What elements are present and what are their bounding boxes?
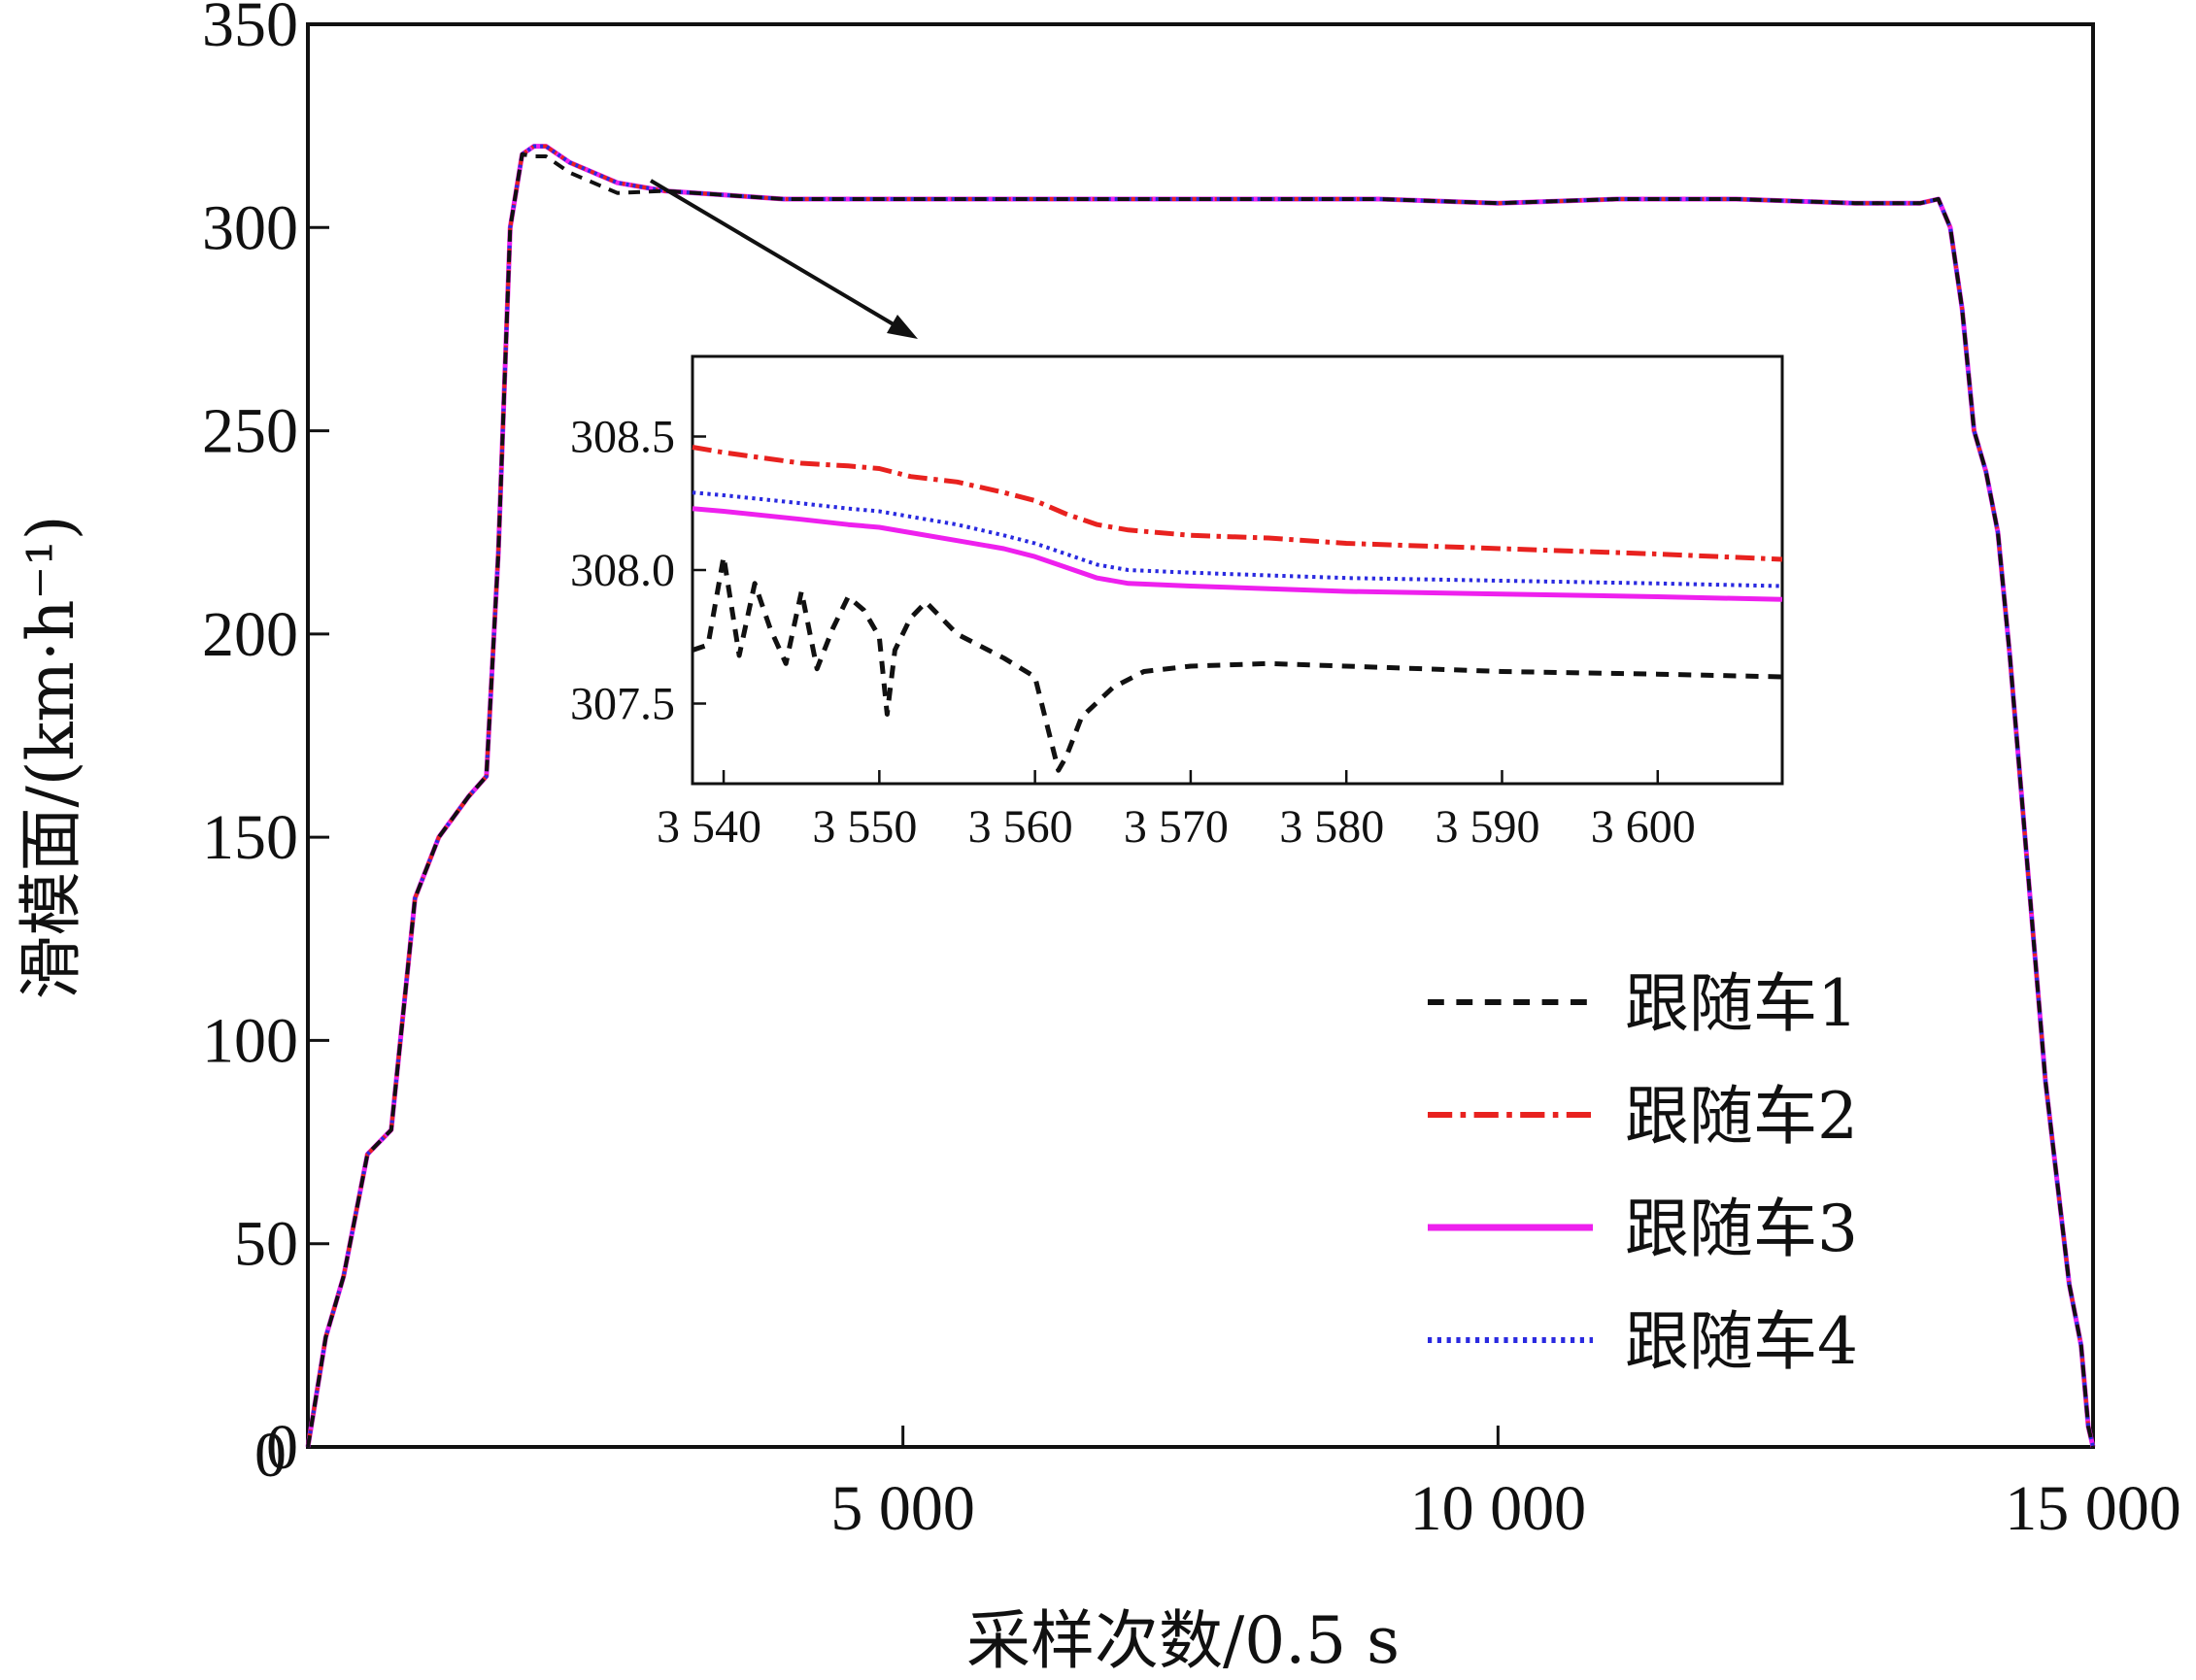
y-tick-label: 100 xyxy=(202,1005,298,1076)
inset-series-line xyxy=(692,445,1783,562)
x-tick-label: 10 000 xyxy=(1410,1473,1587,1544)
zoom-arrow-head xyxy=(887,315,918,339)
legend: 跟随车1 跟随车2 跟随车3 跟随车4 xyxy=(1428,966,1858,1379)
inset-x-tick-label: 3 560 xyxy=(968,801,1073,853)
inset-y-tick-label: 308.5 xyxy=(570,412,675,463)
main-lines xyxy=(305,144,2096,1448)
inset-y-tick-label: 308.0 xyxy=(570,545,675,596)
x-tick-label: 15 000 xyxy=(2005,1473,2181,1544)
zoom-arrow-line xyxy=(649,179,910,335)
legend-label: 跟随车2 xyxy=(1625,1079,1858,1154)
inset-series-line xyxy=(692,490,1783,588)
legend-label: 跟随车4 xyxy=(1625,1304,1858,1379)
inset-y-tick-label: 307.5 xyxy=(570,679,675,730)
x-tick-label: 0 xyxy=(254,1420,287,1491)
inset-x-tick-label: 3 590 xyxy=(1435,801,1539,853)
x-axis-title: 采样次数/0.5 s xyxy=(966,1603,1400,1678)
y-tick-label: 350 xyxy=(202,0,298,60)
inset-chart: 307.5 308.0 308.5 3 540 3 550 3 560 3 570 3 580… xyxy=(570,354,1784,854)
inset-x-tick-label: 3 600 xyxy=(1591,801,1696,853)
inset-lines xyxy=(692,445,1783,773)
y-axis-title: 滑模面/(km·h⁻¹) xyxy=(14,515,88,999)
inset-frame xyxy=(691,354,1784,786)
inset-ticks: 307.5 308.0 308.5 3 540 3 550 3 560 3 570 3 580… xyxy=(570,412,1696,854)
inset-x-tick-label: 3 580 xyxy=(1279,801,1384,853)
legend-label: 跟随车1 xyxy=(1625,966,1858,1041)
x-tick-label: 5 000 xyxy=(830,1473,975,1544)
y-tick-label: 200 xyxy=(202,599,298,670)
legend-label: 跟随车3 xyxy=(1625,1192,1858,1266)
y-tick-label: 150 xyxy=(202,802,298,873)
y-tick-label: 50 xyxy=(234,1209,298,1280)
main-ticks: 0 50 100 150 200 250 300 350 0 5 000 10 000 15 000 xyxy=(202,0,2181,1544)
y-tick-label: 300 xyxy=(202,192,298,263)
y-tick-label: 250 xyxy=(202,396,298,467)
inset-x-tick-label: 3 540 xyxy=(657,801,761,853)
inset-series-line xyxy=(692,554,1783,773)
y-tick-label: 0 xyxy=(266,1412,298,1483)
inset-x-tick-label: 3 570 xyxy=(1124,801,1229,853)
inset-series-line xyxy=(692,506,1783,602)
main-series-line xyxy=(306,151,2095,1448)
inset-x-tick-label: 3 550 xyxy=(812,801,917,853)
